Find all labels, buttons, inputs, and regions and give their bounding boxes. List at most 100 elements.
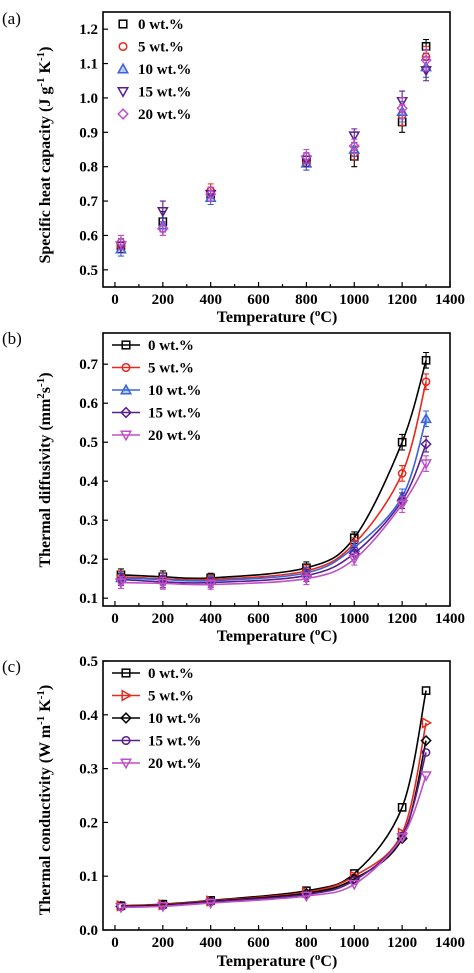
y-tick-label: 0.2	[79, 815, 98, 831]
y-tick-label: 1.0	[79, 91, 98, 107]
x-tick-label: 200	[152, 935, 175, 951]
legend-label: 10 wt.%	[148, 711, 201, 727]
y-tick-label: 0.1	[79, 591, 98, 607]
x-tick-label: 600	[247, 935, 270, 951]
circle-marker	[121, 735, 131, 746]
error-bar	[399, 97, 406, 120]
triangle-down-marker	[396, 833, 409, 844]
series-line	[120, 722, 427, 907]
triangle-down-marker	[204, 580, 217, 591]
y-tick-label: 0.3	[79, 513, 98, 529]
diamond-marker	[300, 150, 313, 163]
diamond-marker	[115, 236, 127, 248]
panel-label: (b)	[2, 329, 22, 348]
square-marker	[397, 802, 407, 812]
series-15-wt-	[116, 748, 431, 912]
diamond-marker	[117, 108, 129, 120]
diamond-marker	[420, 54, 432, 66]
triangle-right-marker	[421, 716, 433, 729]
legend-label: 20 wt.%	[148, 756, 201, 772]
panel-a-specific-heat: (a) Specific heat capacity (J g-1 K-1) T…	[2, 9, 465, 326]
y-tick-label: 0.5	[79, 263, 98, 279]
triangle-down-marker	[156, 579, 169, 590]
legend-label: 0 wt.%	[148, 666, 194, 682]
legend-label: 10 wt.%	[148, 383, 201, 399]
diamond-marker	[205, 188, 217, 200]
series-15-wt-	[115, 435, 432, 589]
diamond-marker	[348, 140, 360, 152]
legend-label: 20 wt.%	[138, 107, 191, 123]
panel-c-thermal-conductivity: (c) Thermal conductivity (W m-1 K-1) Tem…	[2, 654, 465, 970]
x-tick-label: 0	[111, 935, 119, 951]
diamond-marker	[120, 712, 132, 724]
diamond-marker	[120, 406, 132, 419]
triangle-down-marker	[300, 891, 313, 903]
circle-marker	[397, 469, 407, 478]
triangle-down-marker	[420, 771, 432, 782]
y-tick-label: 0.5	[79, 435, 98, 451]
x-tick-label: 200	[152, 292, 175, 308]
panel-b-thermal-diffusivity: (b) Thermal diffusivity (mm2s-1) Tempera…	[2, 329, 465, 645]
diamond-marker	[420, 438, 432, 450]
triangle-down-marker	[156, 207, 169, 218]
x-tick-label: 0	[111, 292, 119, 308]
diamond-marker	[396, 102, 408, 114]
triangle-down-marker	[115, 578, 127, 589]
legend-label: 15 wt.%	[148, 406, 201, 422]
x-tick-label: 1200	[387, 611, 417, 627]
y-tick-label: 0.7	[79, 194, 98, 210]
y-tick-label: 0.3	[79, 762, 98, 778]
triangle-down-marker	[396, 500, 409, 511]
circle-marker	[118, 41, 128, 52]
error-bar	[399, 433, 406, 451]
diamond-marker	[420, 734, 432, 747]
y-tick-label: 0.2	[79, 552, 98, 568]
triangle-down-marker	[156, 901, 169, 913]
x-tick-label: 400	[199, 935, 222, 951]
x-tick-label: 1000	[339, 611, 369, 627]
square-marker	[118, 19, 128, 29]
triangle-down-marker	[119, 758, 133, 770]
circle-marker	[421, 377, 431, 387]
legend-label: 5 wt.%	[138, 40, 184, 56]
triangle-down-marker	[348, 879, 361, 891]
y-axis-title: Thermal conductivity (W m-1 K-1)	[35, 685, 54, 915]
x-tick-label: 0	[111, 611, 119, 627]
legend-label: 10 wt.%	[138, 62, 191, 78]
x-tick-label: 600	[247, 292, 270, 308]
x-tick-label: 800	[295, 935, 318, 951]
circle-marker	[421, 748, 431, 757]
y-tick-label: 0.4	[79, 474, 98, 490]
x-tick-label: 1200	[387, 935, 417, 951]
x-tick-label: 1000	[339, 292, 369, 308]
triangle-down-marker	[204, 898, 217, 910]
circle-marker	[121, 362, 131, 373]
y-tick-label: 0.1	[79, 869, 98, 885]
y-tick-label: 0.9	[79, 125, 98, 141]
triangle-up-marker	[119, 383, 133, 395]
legend-label: 5 wt.%	[148, 361, 194, 377]
triangle-down-marker	[420, 459, 432, 470]
error-bar	[423, 351, 430, 369]
x-tick-label: 600	[247, 611, 270, 627]
x-tick-label: 400	[199, 292, 222, 308]
y-tick-label: 0.7	[79, 357, 98, 373]
y-tick-label: 1.2	[79, 22, 98, 38]
legend-label: 5 wt.%	[148, 689, 194, 705]
y-tick-label: 0.6	[79, 396, 98, 412]
triangle-up-marker	[420, 412, 432, 424]
triangle-up-marker	[116, 62, 130, 74]
x-tick-label: 800	[295, 611, 318, 627]
y-tick-label: 0.5	[79, 654, 98, 670]
y-tick-label: 0.0	[79, 923, 98, 939]
y-tick-label: 1.1	[79, 57, 98, 73]
panel-label: (c)	[2, 657, 21, 676]
x-axis-title: Temperature (oC)	[217, 951, 338, 970]
square-marker	[421, 355, 431, 365]
legend-label: 15 wt.%	[148, 734, 201, 750]
triangle-right-marker	[121, 689, 133, 702]
legend: 0 wt.% 5 wt.% 10 wt.% 15 wt.% 20 wt.%	[112, 666, 201, 772]
square-marker	[421, 686, 431, 695]
series-line	[120, 775, 427, 909]
